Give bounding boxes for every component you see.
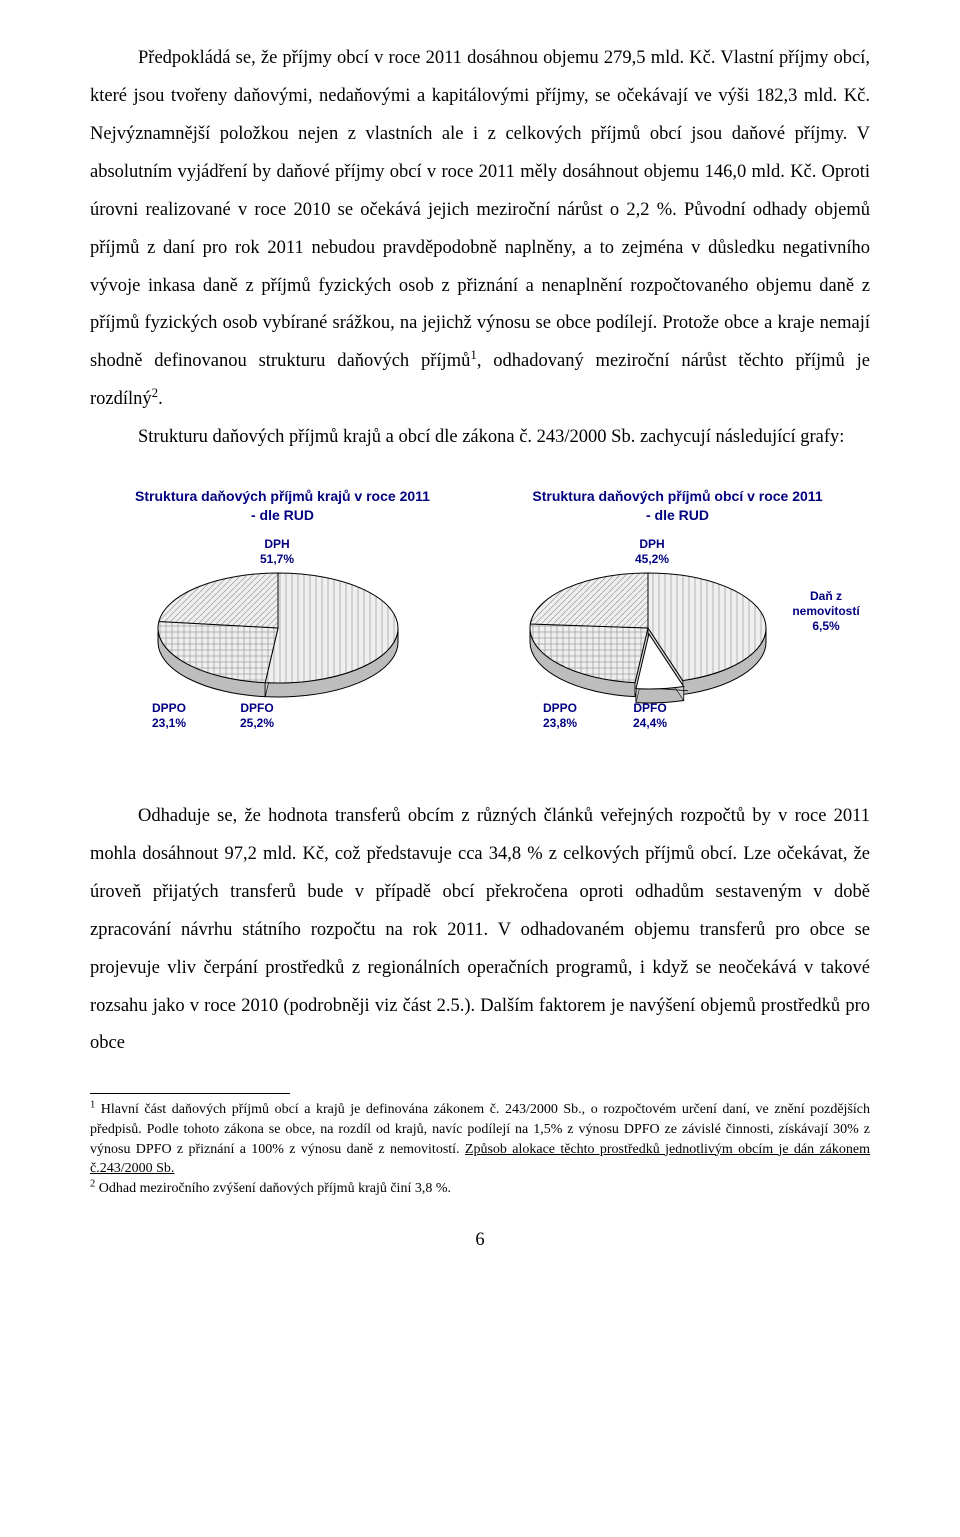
chart-left-label-dpfo-pct: 25,2% xyxy=(240,716,274,731)
footnote-separator xyxy=(90,1093,290,1094)
chart-right-label-dppo-name: DPPO xyxy=(543,701,577,715)
page-number: 6 xyxy=(90,1230,870,1251)
chart-left-label-dpfo: DPFO 25,2% xyxy=(240,701,274,731)
chart-left-label-dppo: DPPO 23,1% xyxy=(152,701,186,731)
chart-left-title-line1: Struktura daňových příjmů krajů v roce 2… xyxy=(135,488,430,504)
chart-right-title-line1: Struktura daňových příjmů obcí v roce 20… xyxy=(532,488,822,504)
paragraph-3: Odhaduje se, že hodnota transferů obcím … xyxy=(90,798,870,1063)
body-text-block-1: Předpokládá se, že příjmy obcí v roce 20… xyxy=(90,40,870,457)
chart-left-label-dph-pct: 51,7% xyxy=(260,552,294,567)
chart-right: Struktura daňových příjmů obcí v roce 20… xyxy=(485,487,870,753)
chart-left-label-dppo-name: DPPO xyxy=(152,701,186,715)
footnotes: 1 Hlavní část daňových příjmů obcí a kra… xyxy=(90,1100,870,1198)
chart-left-label-dppo-pct: 23,1% xyxy=(152,716,186,731)
chart-left-label-dph-name: DPH xyxy=(264,537,289,551)
chart-right-label-dph: DPH 45,2% xyxy=(635,537,669,567)
chart-right-label-dan-name: Daň z nemovitostí xyxy=(792,589,859,618)
chart-left-label-dph: DPH 51,7% xyxy=(260,537,294,567)
chart-right-label-dpfo: DPFO 24,4% xyxy=(633,701,667,731)
paragraph-1: Předpokládá se, že příjmy obcí v roce 20… xyxy=(90,40,870,419)
chart-right-label-dph-name: DPH xyxy=(639,537,664,551)
charts-row: Struktura daňových příjmů krajů v roce 2… xyxy=(90,487,870,753)
chart-right-label-dppo: DPPO 23,8% xyxy=(543,701,577,731)
chart-left-title-line2: - dle RUD xyxy=(251,507,314,523)
footnote-1: 1 Hlavní část daňových příjmů obcí a kra… xyxy=(90,1100,870,1178)
chart-left-pie-wrap: DPH 51,7% DPFO 25,2% DPPO 23,1% xyxy=(90,533,475,753)
chart-right-pie-wrap: DPH 45,2% Daň z nemovitostí 6,5% DPFO 24… xyxy=(485,533,870,753)
paragraph-1-text-c: . xyxy=(158,389,163,409)
chart-right-label-dph-pct: 45,2% xyxy=(635,552,669,567)
chart-right-title: Struktura daňových příjmů obcí v roce 20… xyxy=(532,487,822,525)
paragraph-2: Strukturu daňových příjmů krajů a obcí d… xyxy=(90,419,870,457)
chart-right-label-dan: Daň z nemovitostí 6,5% xyxy=(781,589,871,634)
chart-left-title: Struktura daňových příjmů krajů v roce 2… xyxy=(135,487,430,525)
chart-left: Struktura daňových příjmů krajů v roce 2… xyxy=(90,487,475,753)
chart-left-label-dpfo-name: DPFO xyxy=(240,701,273,715)
chart-right-title-line2: - dle RUD xyxy=(646,507,709,523)
chart-right-label-dpfo-name: DPFO xyxy=(633,701,666,715)
footnote-2-text: Odhad meziročního zvýšení daňových příjm… xyxy=(95,1181,451,1196)
paragraph-1-text-a: Předpokládá se, že příjmy obcí v roce 20… xyxy=(90,48,870,371)
chart-right-label-dpfo-pct: 24,4% xyxy=(633,716,667,731)
body-text-block-2: Odhaduje se, že hodnota transferů obcím … xyxy=(90,798,870,1063)
footnote-2: 2 Odhad meziročního zvýšení daňových pří… xyxy=(90,1179,870,1199)
chart-right-label-dppo-pct: 23,8% xyxy=(543,716,577,731)
page: Předpokládá se, že příjmy obcí v roce 20… xyxy=(0,0,960,1281)
chart-right-label-dan-pct: 6,5% xyxy=(781,619,871,634)
